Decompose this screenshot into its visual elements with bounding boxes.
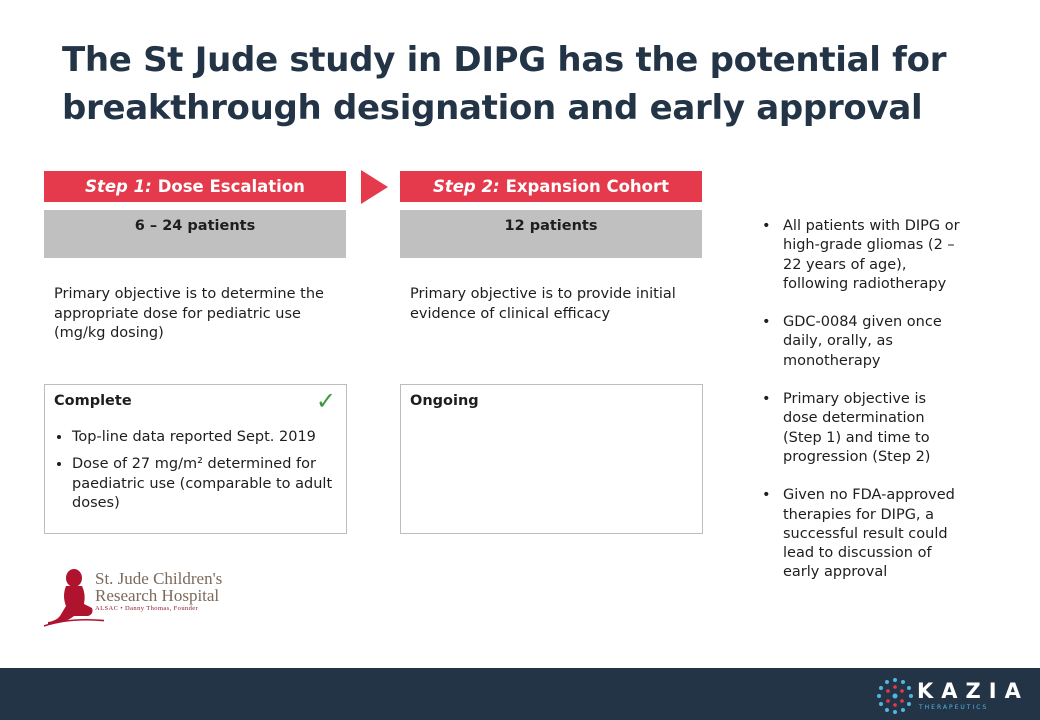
list-item: Dose of 27 mg/m² determined for paediatr…: [72, 455, 337, 514]
step2-objective: Primary objective is to provide initial …: [410, 286, 676, 322]
step1-status: Complete: [54, 393, 132, 409]
checkmark-icon: ✓: [315, 387, 336, 415]
step2-status: Ongoing: [410, 393, 479, 409]
step1-patients: 6 – 24 patients: [44, 210, 346, 258]
step1-label: Dose Escalation: [157, 177, 305, 196]
kazia-dots-icon: [877, 678, 913, 714]
list-item: Given no FDA-approved therapies for DIPG…: [762, 486, 962, 582]
step2-patients: 12 patients: [400, 210, 702, 258]
st-jude-logo: St. Jude Children's Research Hospital AL…: [43, 566, 234, 628]
list-item: GDC-0084 given once daily, orally, as mo…: [762, 313, 962, 371]
step2-number: Step 2:: [432, 177, 500, 196]
brand-subtitle: THERAPEUTICS: [919, 704, 989, 711]
brand-name: KAZIA: [917, 679, 1029, 703]
list-item: All patients with DIPG or high-grade gli…: [762, 217, 962, 294]
step1-bullet-list: Top-line data reported Sept. 2019 Dose o…: [54, 428, 337, 514]
step2-header: Step 2: Expansion Cohort: [400, 171, 702, 202]
step-arrow-icon: [361, 170, 388, 204]
step1-header: Step 1: Dose Escalation: [44, 171, 346, 202]
list-item: Primary objective is dose determination …: [762, 390, 962, 467]
footer-bar: [0, 668, 1040, 720]
step1-objective: Primary objective is to determine the ap…: [54, 286, 324, 341]
list-item: Top-line data reported Sept. 2019: [72, 428, 337, 448]
step2-label: Expansion Cohort: [505, 177, 670, 196]
step1-status-box: Complete ✓ Top-line data reported Sept. …: [44, 384, 347, 534]
kazia-logo: KAZIA THERAPEUTICS: [875, 676, 1021, 716]
step1-number: Step 1:: [85, 177, 152, 196]
study-details-list: All patients with DIPG or high-grade gli…: [762, 217, 962, 602]
logo-line1: St. Jude Children's: [95, 569, 223, 588]
slide-title: The St Jude study in DIPG has the potent…: [62, 40, 947, 128]
step2-status-box: Ongoing: [400, 384, 703, 534]
logo-line2: Research Hospital: [95, 586, 220, 605]
logo-line3: ALSAC • Danny Thomas, Founder: [95, 605, 199, 612]
